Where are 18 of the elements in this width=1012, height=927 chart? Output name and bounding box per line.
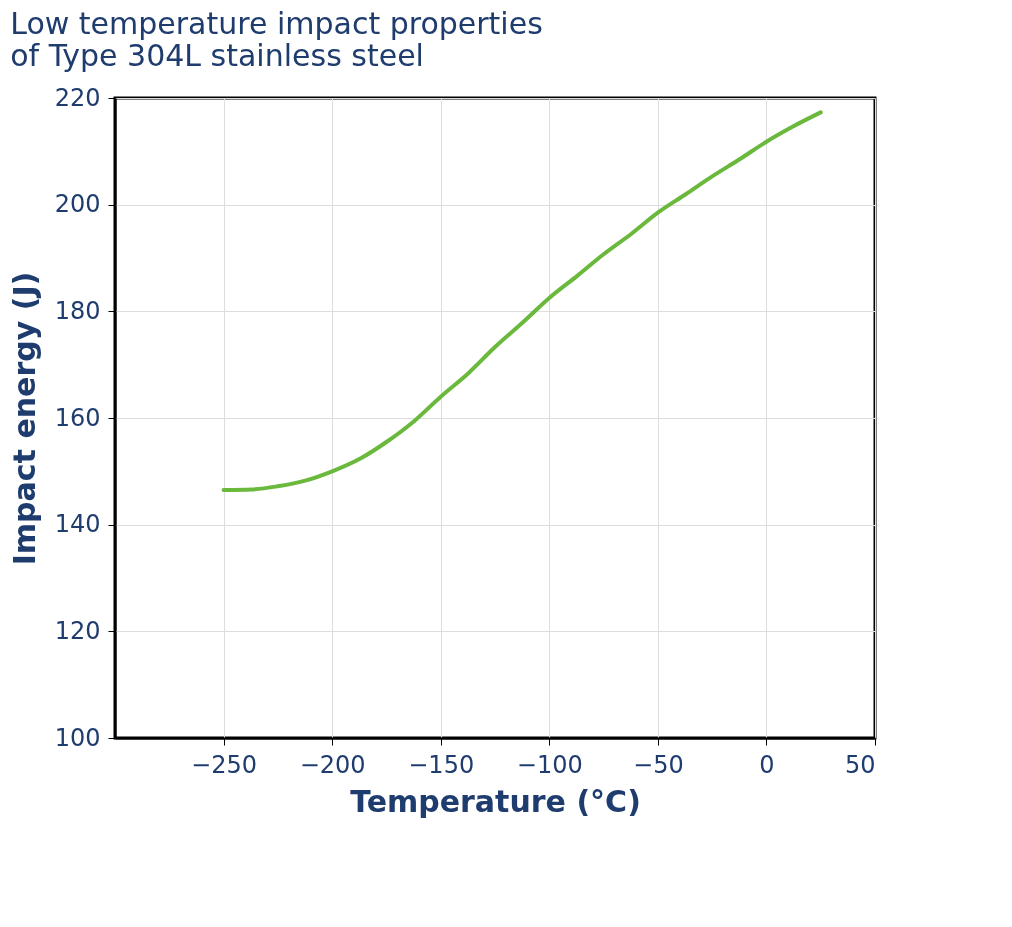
y-axis-title: Impact energy (J) [6,271,42,566]
x-axis-title: Temperature (°C) [350,783,641,819]
line-series [221,110,823,492]
x-tick-label: −250 [191,750,258,779]
x-tick-label: 0 [759,750,775,779]
y-tick-label: 100 [54,723,101,752]
text: Low temperature impact properties [10,6,543,41]
y-tick-label: 180 [54,296,101,325]
x-tick-label: −50 [633,750,684,779]
y-tick-label: 120 [54,616,101,645]
x-tick-label: −150 [408,750,475,779]
y-tick-label: 160 [54,403,101,432]
x-tick-label: −100 [516,750,583,779]
y-tick-label: 140 [54,510,101,539]
y-tick-label: 200 [54,190,101,219]
y-tick-label: 220 [54,83,101,112]
x-tick-label: 50 [844,750,876,779]
x-tick-label: −200 [299,750,366,779]
